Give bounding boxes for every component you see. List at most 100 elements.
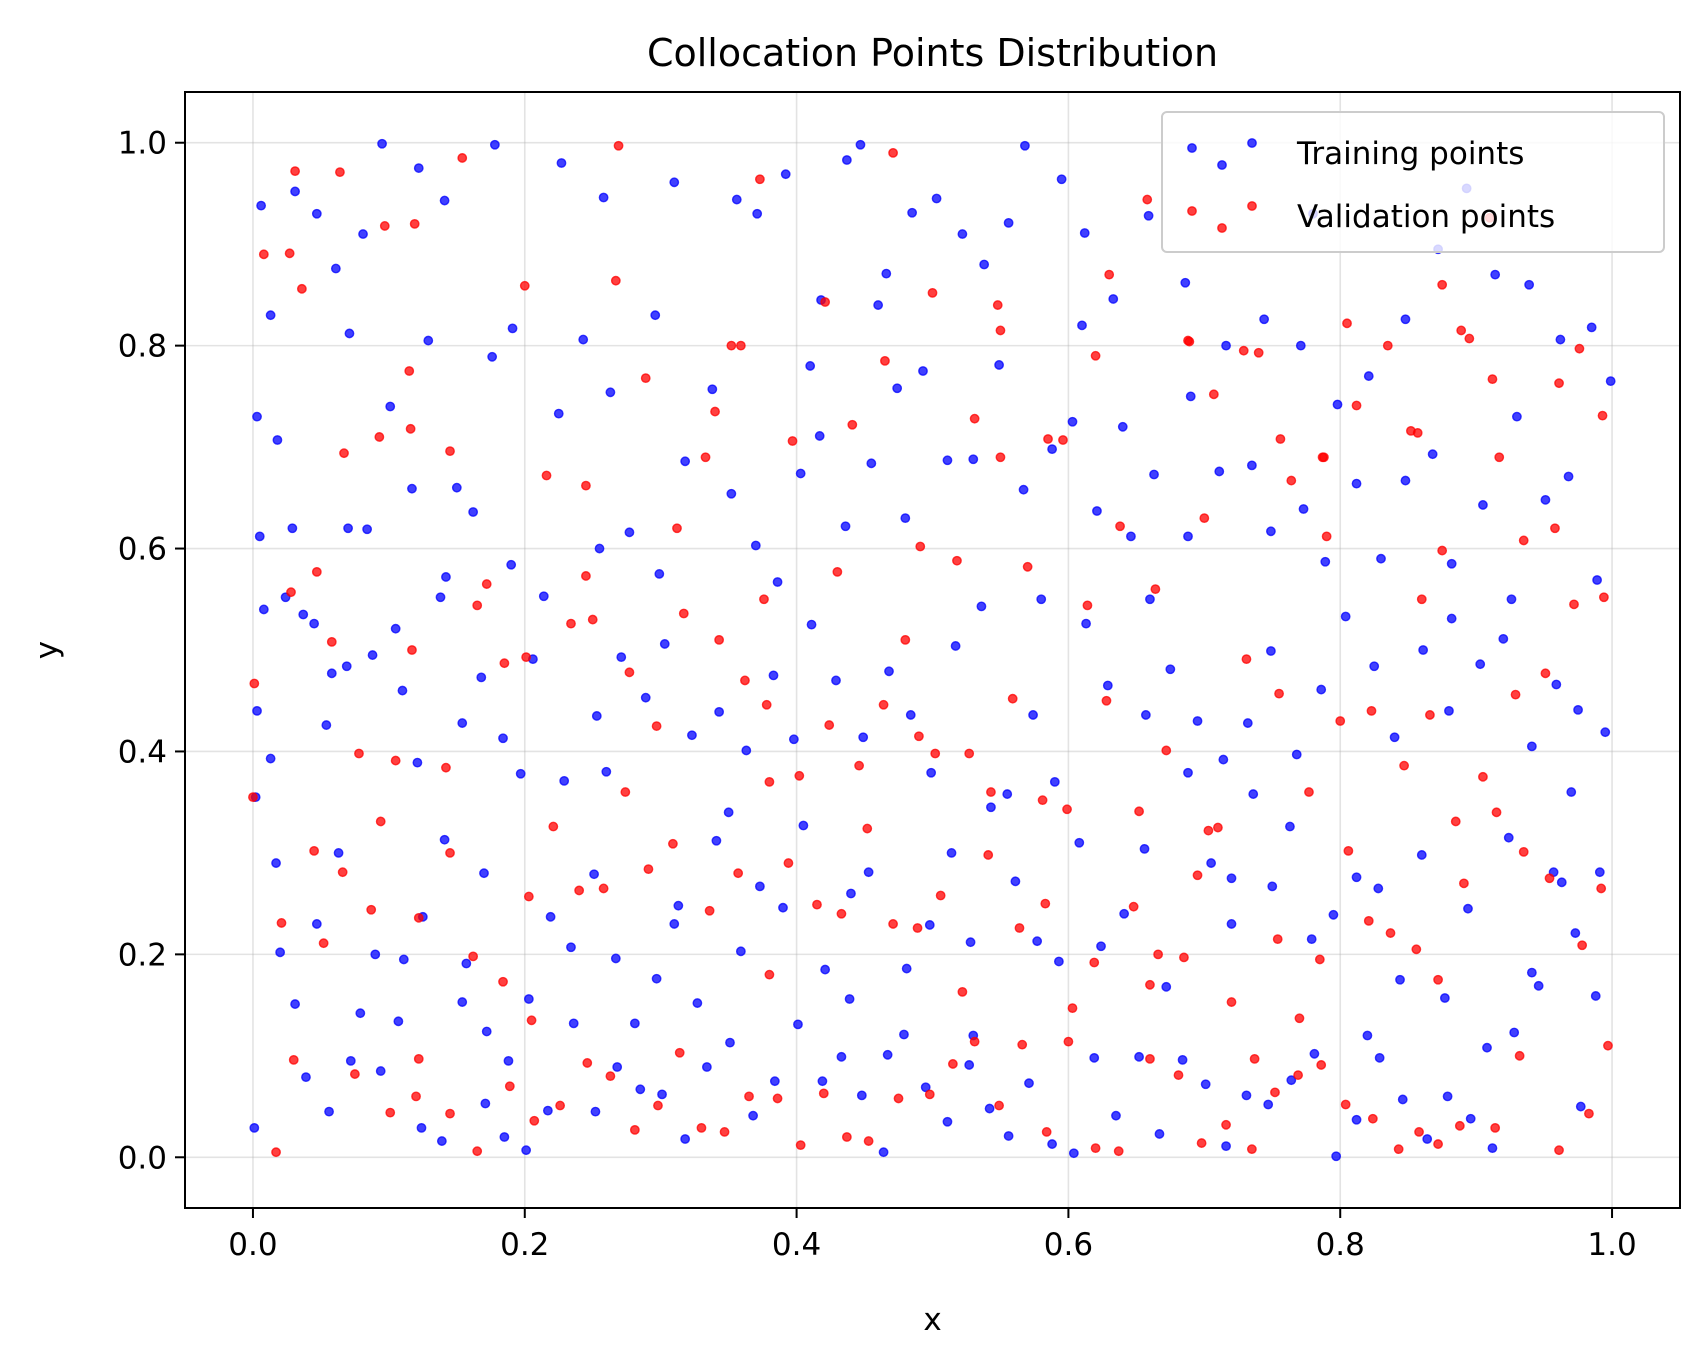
validation-point: [1385, 928, 1396, 938]
training-point: [1102, 680, 1113, 691]
validation-point: [286, 587, 296, 598]
training-point: [968, 454, 979, 465]
training-point: [1374, 1052, 1385, 1063]
training-point: [1149, 469, 1159, 480]
validation-point: [1017, 1039, 1028, 1050]
training-point: [748, 1110, 758, 1121]
training-point: [1418, 645, 1429, 655]
training-point: [249, 1122, 260, 1133]
training-point: [553, 408, 564, 419]
validation-point: [674, 1047, 685, 1058]
training-point: [1331, 1151, 1342, 1162]
training-point: [1161, 981, 1172, 992]
training-point: [881, 268, 892, 279]
training-point: [1003, 1131, 1014, 1141]
training-point: [1320, 556, 1331, 567]
validation-point: [1145, 979, 1155, 990]
validation-point: [326, 636, 337, 647]
validation-point: [995, 325, 1006, 336]
training-point: [568, 1018, 579, 1029]
training-point: [499, 1132, 510, 1142]
validation-point: [1437, 279, 1448, 290]
training-point: [355, 1008, 366, 1019]
training-point: [1563, 471, 1574, 482]
training-point: [701, 1062, 712, 1072]
training-point: [326, 668, 337, 679]
training-point: [1226, 919, 1237, 929]
validation-point: [710, 406, 720, 417]
training-point: [1154, 1129, 1165, 1139]
training-point: [476, 672, 487, 683]
y-axis-label: y: [29, 641, 65, 659]
training-point: [1077, 320, 1087, 331]
validation-point: [862, 823, 873, 834]
training-point: [805, 361, 816, 371]
validation-point: [1145, 1053, 1155, 1064]
validation-point: [284, 248, 295, 259]
training-point: [1165, 664, 1176, 675]
validation-point: [1134, 806, 1144, 817]
training-point: [498, 733, 508, 744]
training-point: [1214, 466, 1225, 477]
validation-point: [957, 987, 968, 997]
training-point: [1056, 174, 1067, 185]
validation-point: [249, 678, 260, 689]
training-point: [578, 334, 589, 345]
legend-marker-dot: [1217, 160, 1227, 170]
training-point: [920, 1082, 931, 1093]
training-point: [788, 734, 799, 745]
training-point: [515, 768, 526, 779]
validation-point: [1491, 807, 1502, 818]
validation-point: [794, 770, 805, 781]
training-point: [1363, 371, 1374, 381]
training-point: [370, 949, 381, 960]
validation-point: [1554, 1145, 1564, 1156]
training-point: [341, 661, 352, 672]
validation-point: [995, 452, 1006, 463]
training-point: [735, 946, 746, 957]
legend-entry-training: Training points: [1187, 136, 1524, 172]
validation-point: [541, 470, 552, 481]
training-point: [1389, 732, 1400, 743]
validation-point: [1183, 335, 1193, 346]
training-point: [1192, 716, 1203, 726]
validation-point: [1340, 1099, 1351, 1110]
training-point: [754, 881, 765, 892]
validation-point: [914, 731, 924, 742]
legend-marker-dot: [1217, 223, 1227, 233]
training-point: [439, 834, 450, 845]
training-point: [487, 351, 498, 362]
training-point: [1478, 500, 1488, 510]
y-tick-label: 0.4: [118, 734, 167, 770]
validation-point: [969, 1036, 980, 1047]
validation-point: [1150, 584, 1161, 595]
training-point: [1351, 478, 1362, 489]
training-point: [1376, 553, 1386, 564]
training-point: [1028, 710, 1038, 720]
training-point: [393, 1016, 404, 1027]
validation-point: [841, 1132, 852, 1142]
training-point: [1309, 1048, 1320, 1059]
training-point: [687, 730, 697, 741]
validation-point: [935, 890, 946, 901]
validation-point: [1249, 1053, 1260, 1064]
validation-point: [288, 1054, 299, 1065]
training-point: [311, 208, 322, 219]
training-point: [1020, 140, 1030, 151]
validation-point: [354, 748, 364, 759]
training-point: [1555, 334, 1566, 345]
validation-point: [726, 340, 737, 351]
training-point: [590, 1106, 601, 1117]
validation-point: [1411, 944, 1422, 955]
validation-point: [472, 1146, 483, 1157]
validation-points: [248, 140, 1613, 1158]
validation-point: [678, 608, 689, 619]
validation-point: [1494, 452, 1505, 463]
validation-point: [413, 1053, 424, 1064]
training-point: [741, 745, 752, 756]
training-point: [362, 524, 373, 535]
training-point: [856, 1090, 867, 1101]
training-point: [1506, 594, 1517, 605]
validation-point: [1241, 654, 1252, 665]
training-point: [1003, 217, 1014, 228]
